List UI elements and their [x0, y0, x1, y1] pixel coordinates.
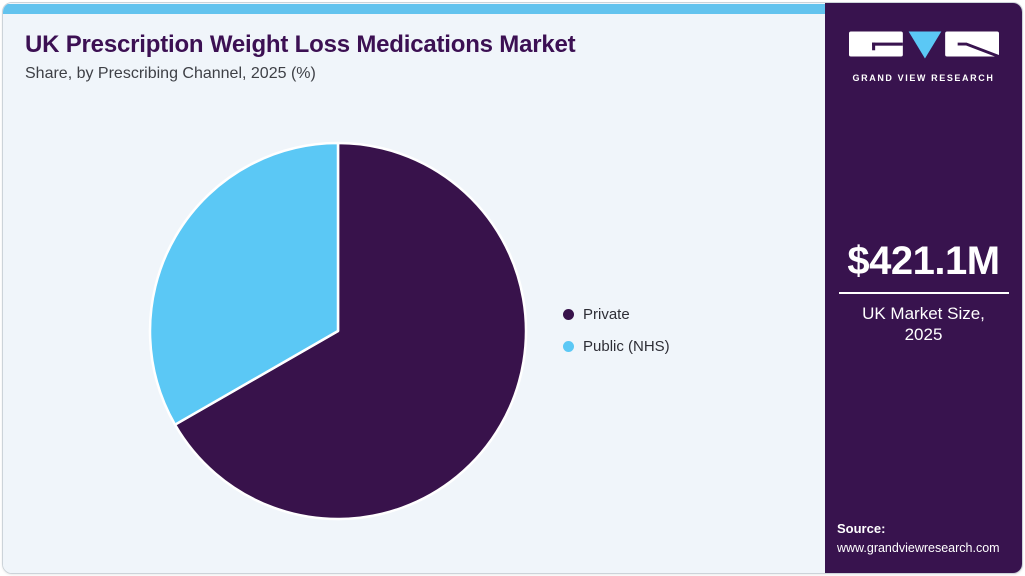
market-size-label: UK Market Size, 2025 [825, 303, 1022, 346]
pie-chart [145, 138, 531, 524]
legend-label-private: Private [583, 306, 630, 323]
chart-header: UK Prescription Weight Loss Medications … [25, 31, 825, 83]
page-subtitle: Share, by Prescribing Channel, 2025 (%) [25, 65, 316, 82]
source-url[interactable]: www.grandviewresearch.com [837, 540, 1000, 555]
legend-label-public: Public (NHS) [583, 338, 670, 355]
legend-item-private: Private [563, 306, 670, 323]
brand-sidebar: GRAND VIEW RESEARCH $421.1M UK Market Si… [825, 3, 1022, 573]
market-size-label-line2: 2025 [904, 325, 943, 345]
chart-panel: UK Prescription Weight Loss Medications … [3, 3, 825, 573]
gvr-logo-text: GRAND VIEW RESEARCH [852, 73, 995, 83]
pie-chart-svg [148, 141, 528, 521]
pie-slice-private [173, 141, 528, 521]
market-size-value: $421.1M [847, 239, 1000, 283]
source-label: Source: [837, 521, 886, 537]
market-divider [838, 292, 1009, 294]
page-title: UK Prescription Weight Loss Medications … [25, 31, 576, 58]
legend-dot-private [563, 309, 574, 320]
pie-slice-public-nhs [148, 141, 340, 426]
legend-item-public: Public (NHS) [563, 338, 670, 355]
chart-legend: Private Public (NHS) [563, 306, 670, 355]
gvr-logo: GRAND VIEW RESEARCH [825, 27, 1022, 83]
market-size-label-line1: UK Market Size, [862, 304, 985, 323]
gvr-logo-icon [848, 31, 1000, 59]
source-block: Source: www.grandviewresearch.com [837, 520, 1000, 557]
legend-dot-public [563, 341, 574, 352]
top-accent-bar [3, 4, 825, 14]
market-size-block: $421.1M UK Market Size, 2025 [825, 239, 1022, 346]
